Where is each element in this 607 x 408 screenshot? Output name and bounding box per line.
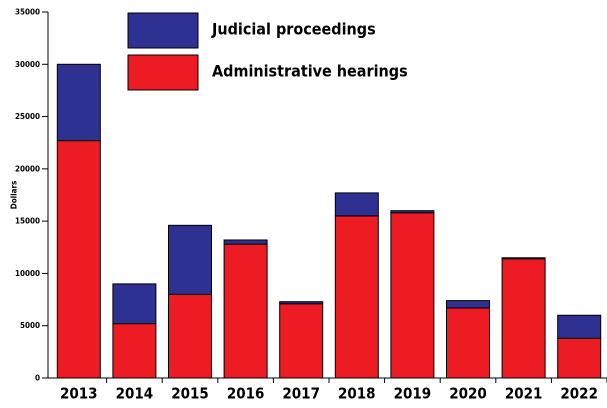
legend-label: Judicial proceedings: [211, 20, 376, 39]
y-tick-label: 20000: [15, 164, 40, 173]
x-tick-label: 2017: [282, 385, 320, 403]
x-tick-label: 2016: [227, 385, 265, 403]
x-tick-label: 2020: [449, 385, 487, 403]
x-tick-label: 2013: [60, 385, 98, 403]
bar-segment: [279, 301, 324, 305]
bar-segment: [168, 224, 212, 295]
bar-segment: [112, 283, 157, 325]
y-axis-label: Dollars: [10, 181, 19, 210]
bar-segment: [557, 337, 602, 379]
y-tick-label: 10000: [15, 269, 40, 278]
y-tick-label: 0: [35, 374, 40, 383]
bar-segment: [223, 239, 268, 245]
y-tick-label: 5000: [20, 321, 40, 330]
bar-segment: [223, 243, 268, 379]
y-tick-label: 15000: [15, 217, 40, 226]
x-tick-label: 2018: [338, 385, 376, 403]
y-tick-label: 35000: [15, 8, 40, 17]
bar-segment: [112, 323, 157, 379]
bar-segment: [557, 314, 602, 339]
x-tick-label: 2019: [394, 385, 432, 403]
legend-swatch: [127, 54, 199, 91]
bar-segment: [501, 257, 546, 260]
x-tick-label: 2014: [116, 385, 154, 403]
bar-segment: [334, 215, 379, 379]
bar-segment: [279, 303, 324, 379]
x-tick-label: 2021: [505, 385, 543, 403]
bar-segment: [390, 212, 435, 379]
legend-swatch: [127, 12, 199, 49]
x-tick-label: 2015: [171, 385, 209, 403]
bar-segment: [56, 140, 101, 379]
bar-segment: [446, 307, 490, 379]
bar-segment: [501, 258, 546, 379]
y-tick-label: 25000: [15, 112, 40, 121]
bar-segment: [446, 300, 490, 309]
y-tick-label: 30000: [15, 60, 40, 69]
bar-segment: [56, 63, 101, 142]
bar-segment: [390, 210, 435, 214]
x-tick-label: 2022: [560, 385, 598, 403]
bar-segment: [334, 192, 379, 217]
bar-segment: [168, 293, 212, 379]
legend-label: Administrative hearings: [212, 62, 408, 81]
